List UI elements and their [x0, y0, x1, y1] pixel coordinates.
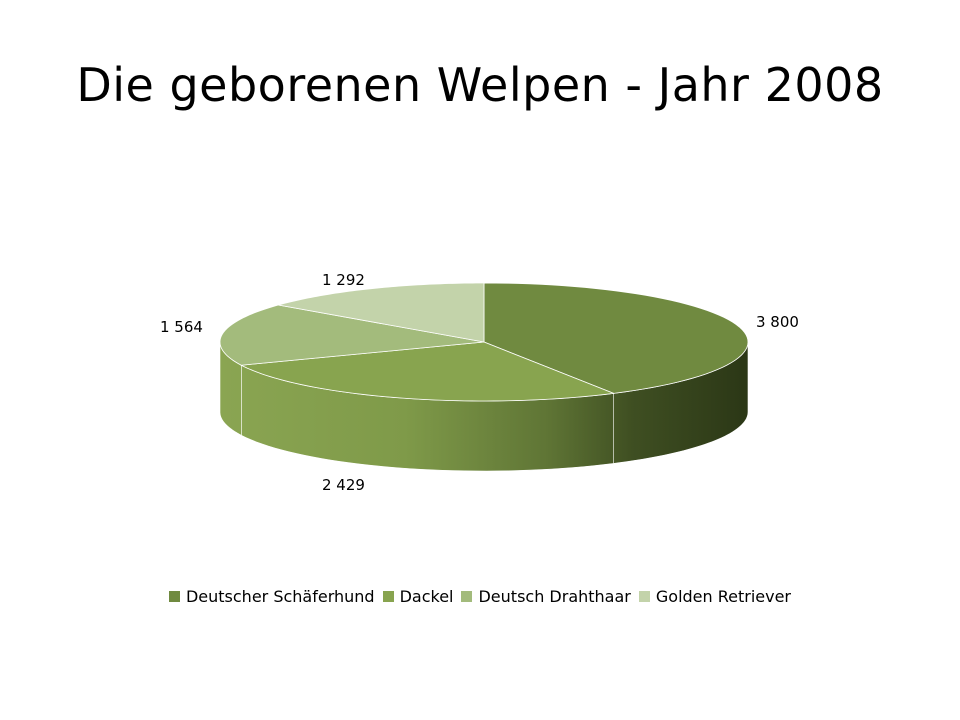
- pie-slice-dackel: [239, 341, 614, 402]
- legend-item-deutsch-drahthaar: Deutsch Drahthaar: [461, 587, 631, 606]
- legend-swatch: [382, 591, 394, 602]
- pie-slice-golden-retriever: [278, 282, 485, 343]
- legend-swatch: [638, 591, 650, 602]
- data-label-dackel: 2 429: [322, 476, 365, 494]
- legend-label: Golden Retriever: [655, 587, 792, 606]
- legend-item-deutscher-schaferhund: Deutscher Schäferhund: [168, 587, 375, 606]
- legend-label: Deutsch Drahthaar: [478, 587, 631, 606]
- legend-swatch: [461, 591, 473, 602]
- legend-item-golden-retriever: Golden Retriever: [638, 587, 792, 606]
- legend-label: Deutscher Schäferhund: [185, 587, 375, 606]
- chart-legend: Deutscher Schäferhund Dackel Deutsch Draht…: [0, 587, 960, 606]
- legend-swatch: [168, 591, 180, 602]
- data-label-deutscher-schaferhund: 3 800: [756, 313, 799, 331]
- data-label-golden-retriever: 1 292: [322, 271, 365, 289]
- pie-slice-deutsch-drahthaar: [219, 304, 485, 366]
- legend-label: Dackel: [399, 587, 454, 606]
- legend-item-dackel: Dackel: [382, 587, 454, 606]
- data-label-deutsch-drahthaar: 1 564: [160, 318, 203, 336]
- pie-slice-deutscher-schaferhund: [483, 282, 749, 394]
- chart-title: Die geborenen Welpen - Jahr 2008: [76, 58, 884, 112]
